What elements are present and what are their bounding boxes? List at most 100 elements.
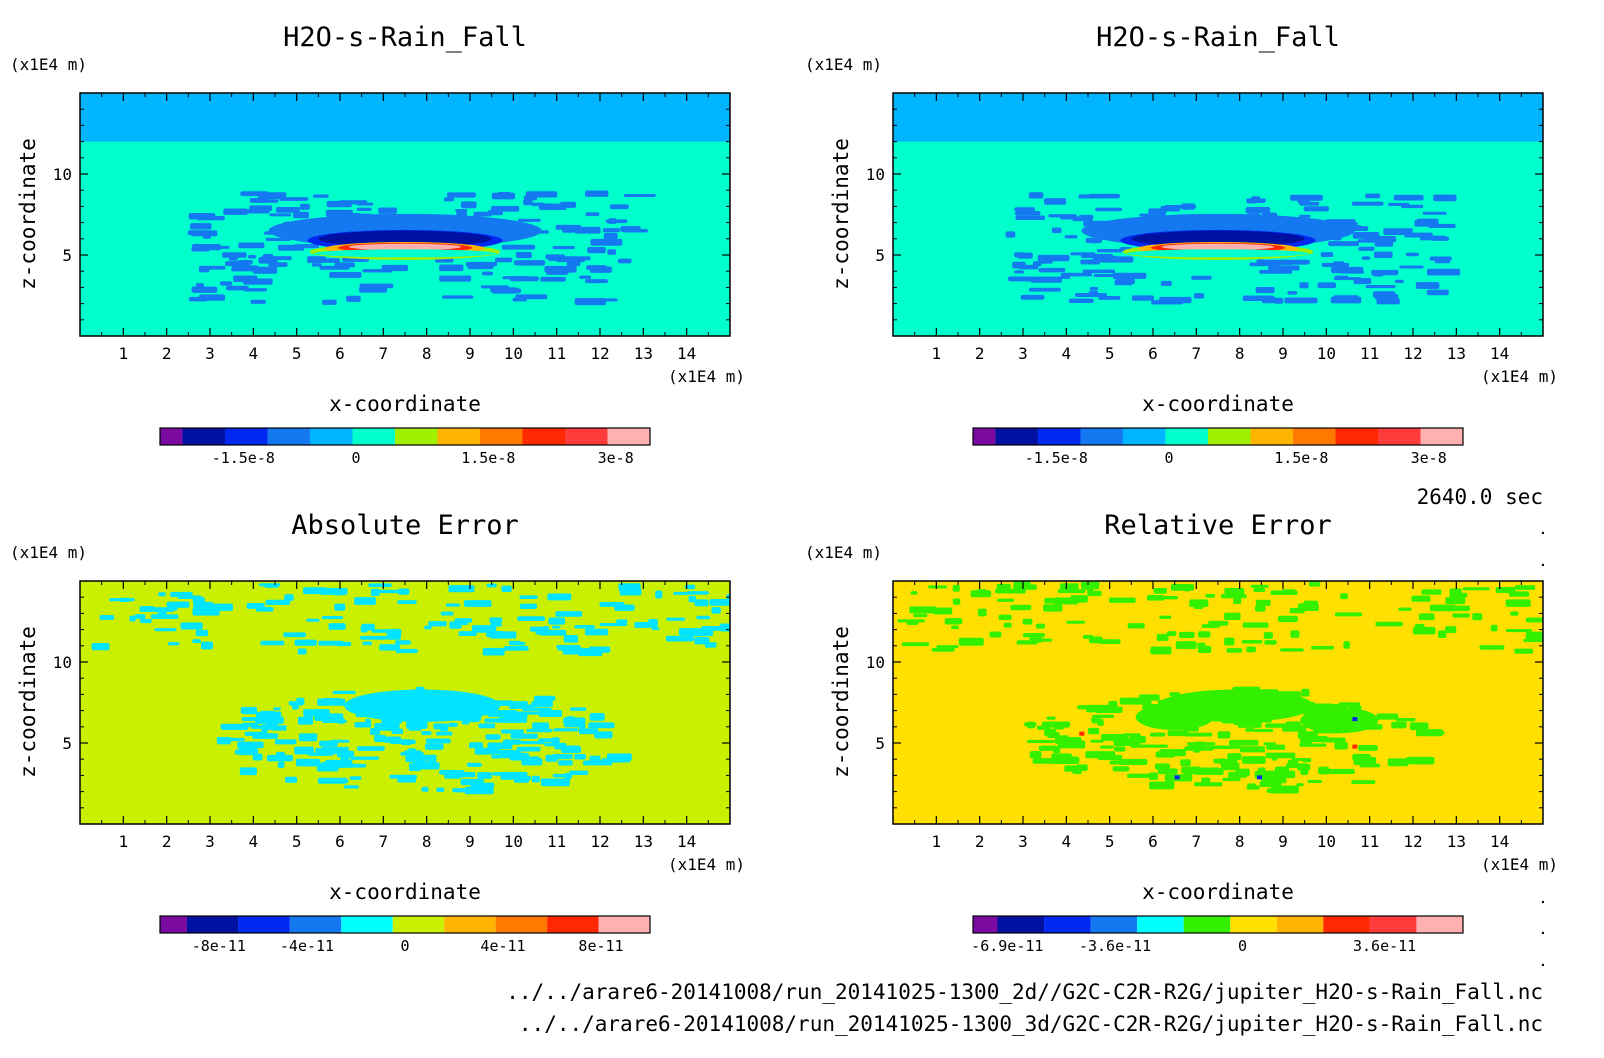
colorbar-swatch (973, 428, 996, 445)
field-speckle (249, 198, 269, 203)
error-speckle (1421, 589, 1442, 595)
error-speckle (519, 595, 538, 600)
error-speckle (306, 618, 320, 622)
colorbar-label: 4e-11 (480, 937, 525, 955)
field-speckle (1072, 217, 1093, 222)
error-speckle (375, 589, 403, 594)
error-speckle (397, 600, 417, 605)
field-speckle (1268, 265, 1300, 271)
field-speckle (1048, 214, 1077, 218)
error-speckle (1201, 624, 1220, 628)
error-speckle (260, 724, 273, 731)
colorbar-swatch (437, 428, 480, 445)
field-speckle (460, 201, 477, 209)
error-speckle (1266, 744, 1286, 750)
error-speckle (1303, 600, 1319, 607)
error-speckle (424, 743, 444, 750)
x-tick-label: 5 (1105, 344, 1115, 363)
field-speckle (1393, 194, 1424, 201)
error-speckle (1429, 604, 1456, 612)
error-speckle (521, 756, 540, 764)
error-speckle (428, 621, 447, 627)
error-speckle (1452, 613, 1470, 618)
error-speckle (1080, 581, 1100, 586)
error-speckle (944, 618, 963, 625)
error-speckle (297, 648, 307, 655)
upper-layer-band (893, 93, 1543, 142)
colorbar-swatch (289, 916, 342, 933)
field-speckle (359, 286, 388, 293)
error-speckle (547, 593, 572, 601)
y-tick-label: 10 (866, 653, 885, 672)
field-speckle (1303, 206, 1330, 212)
error-speckle (1462, 587, 1490, 591)
error-speckle (350, 756, 380, 760)
colorbar-swatch (352, 428, 395, 445)
error-speckle (500, 729, 524, 734)
error-speckle (1479, 645, 1505, 650)
error-speckle (532, 722, 550, 731)
field-speckle (609, 204, 629, 210)
error-speckle (1197, 645, 1212, 653)
colorbar-label: -4e-11 (280, 937, 334, 955)
field-speckle (1394, 279, 1404, 284)
error-speckle (1175, 641, 1197, 649)
field-speckle (515, 251, 532, 259)
colorbar-swatch (1230, 916, 1277, 933)
error-speckle (618, 583, 641, 592)
field-speckle (262, 253, 274, 260)
error-speckle (1184, 585, 1191, 592)
field-speckle (540, 276, 566, 282)
error-speckle (1448, 595, 1461, 600)
field-speckle (605, 219, 628, 224)
error-speckle (1408, 756, 1432, 764)
x-axis-label: x-coordinate (329, 880, 481, 904)
colorbar-label: -6.9e-11 (971, 937, 1043, 955)
error-speckle (454, 618, 473, 623)
colorbar: -1.5e-8 0 1.5e-8 3e-8 (159, 427, 651, 467)
error-speckle (666, 635, 694, 642)
error-speckle (578, 722, 586, 730)
heatmap-area (893, 581, 1543, 824)
error-speckle (435, 731, 453, 736)
error-speckle (543, 625, 550, 630)
error-speckle (531, 775, 540, 783)
error-speckle (1029, 750, 1042, 759)
field-speckle (1361, 256, 1371, 260)
field-speckle (1038, 267, 1066, 273)
error-speckle (1157, 768, 1178, 775)
error-speckle (1289, 607, 1305, 614)
error-speckle (485, 734, 501, 740)
colorbar-swatch (1080, 428, 1123, 445)
field-speckle (1191, 275, 1212, 280)
field-speckle (1400, 204, 1424, 209)
error-speckle (379, 644, 401, 651)
y-axis-label: z-coordinate (16, 626, 40, 778)
colorbar-swatch (973, 916, 998, 933)
field-speckle (196, 216, 225, 221)
x-axis-label: x-coordinate (329, 392, 481, 416)
x-unit-label: (x1E4 m) (668, 367, 745, 386)
x-tick-label: 13 (634, 832, 653, 851)
field-speckle (192, 244, 221, 251)
error-speckle (1375, 621, 1403, 627)
field-speckle (1373, 251, 1393, 259)
x-tick-label: 5 (1105, 832, 1115, 851)
field-speckle (1131, 295, 1155, 301)
y-unit-label: (x1E4 m) (805, 55, 882, 74)
error-speckle (1523, 638, 1543, 643)
error-speckle (1180, 759, 1191, 767)
field-speckle (1115, 278, 1135, 284)
panel-absolute-error: Absolute Error (x1E4 m) 1 2 3 4 5 6 7 8 9 10 11 12 1… (10, 510, 745, 955)
error-speckle (1472, 613, 1483, 621)
x-unit-label: (x1E4 m) (668, 855, 745, 874)
error-speckle (394, 640, 411, 645)
error-speckle (1090, 739, 1104, 743)
error-speckle (234, 749, 250, 755)
field-speckle (223, 208, 248, 215)
field-speckle (492, 287, 518, 294)
error-speckle (150, 614, 179, 620)
error-speckle (158, 592, 166, 597)
field-speckle (1051, 227, 1062, 234)
